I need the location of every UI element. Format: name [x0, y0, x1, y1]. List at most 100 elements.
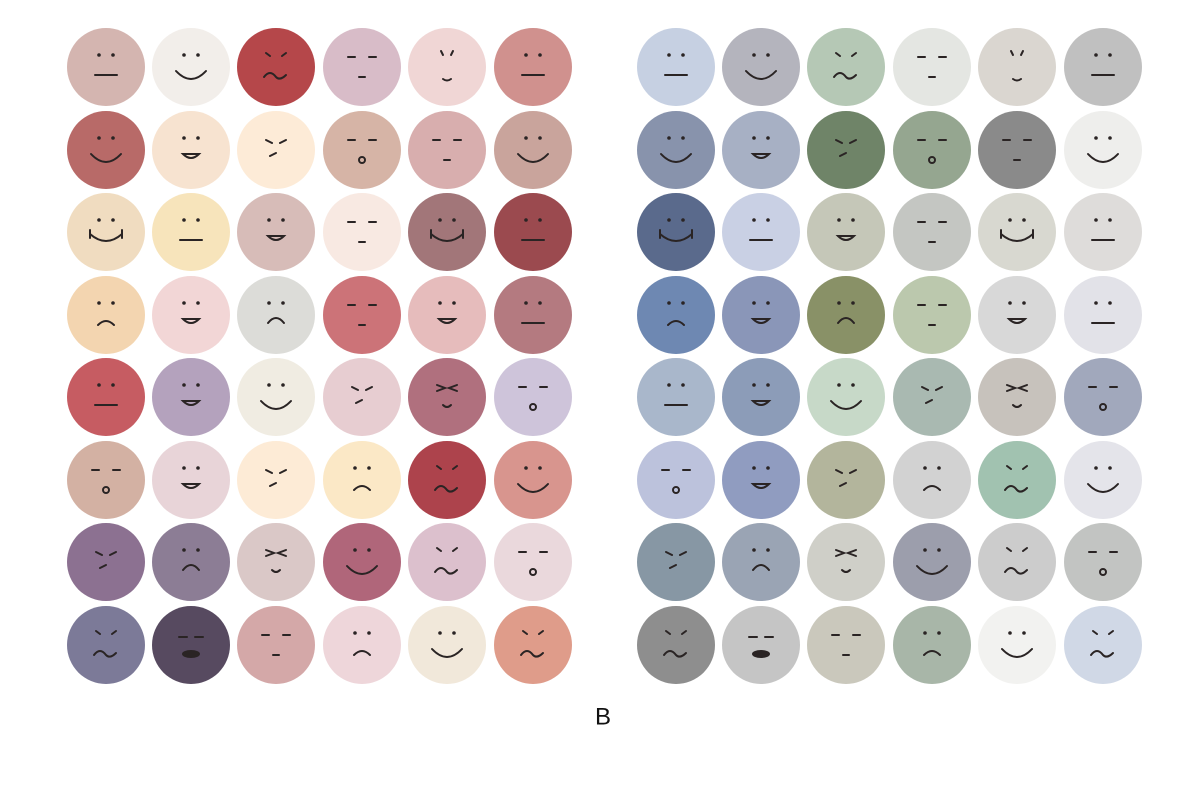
- face-circle: [494, 111, 572, 189]
- face-eye: [196, 136, 200, 140]
- face-circle: [323, 606, 401, 684]
- face-feature: [267, 317, 285, 324]
- face-feature: [659, 233, 693, 242]
- face-circle: [237, 358, 315, 436]
- face-circle: [408, 276, 486, 354]
- emoji-face: [152, 111, 230, 189]
- face-feature: [849, 469, 857, 474]
- face-circle: [323, 358, 401, 436]
- face-circle: [978, 358, 1056, 436]
- emoji-face: [807, 111, 885, 189]
- face-circle: [722, 523, 800, 601]
- face-feature: [265, 549, 277, 557]
- face-feature: [109, 551, 117, 556]
- face-circle: [237, 606, 315, 684]
- face-feature: [431, 648, 463, 658]
- face-feature: [260, 400, 292, 410]
- face-eye: [353, 548, 357, 552]
- face-feature: [1004, 567, 1028, 575]
- face-feature: [353, 485, 371, 491]
- emoji-face: [807, 276, 885, 354]
- face-feature: [355, 399, 363, 404]
- face-circle: [722, 276, 800, 354]
- emoji-face: [408, 111, 486, 189]
- face-eye: [1094, 466, 1098, 470]
- face-circle: [408, 111, 486, 189]
- emoji-face: [408, 523, 486, 601]
- emoji-face: [978, 28, 1056, 106]
- emoji-face: [237, 441, 315, 519]
- face-eye: [111, 136, 115, 140]
- face-circle: [722, 358, 800, 436]
- face-feature: [835, 139, 843, 144]
- face-circle: [722, 441, 800, 519]
- face-eye: [267, 301, 271, 305]
- face-circle: [323, 441, 401, 519]
- face-circle: [1064, 276, 1142, 354]
- face-eye: [681, 301, 685, 305]
- face-eye: [1094, 136, 1098, 140]
- face-feature: [835, 52, 841, 57]
- face-feature: [835, 469, 843, 474]
- face-eye: [1008, 218, 1012, 222]
- emoji-face: [408, 276, 486, 354]
- emoji-face: [408, 193, 486, 271]
- face-feature: [835, 549, 847, 557]
- face-circle: [807, 523, 885, 601]
- face-feature: [1006, 384, 1018, 392]
- face-eye: [851, 301, 855, 305]
- face-feature: [440, 50, 444, 56]
- face-circle: [494, 193, 572, 271]
- face-eye: [452, 218, 456, 222]
- face-eye: [353, 466, 357, 470]
- face-eye: [97, 53, 101, 57]
- face-feature: [365, 386, 373, 391]
- face-feature: [1006, 318, 1028, 324]
- face-eye: [1008, 301, 1012, 305]
- face-feature: [1022, 465, 1028, 470]
- face-eye: [196, 53, 200, 57]
- face-feature: [446, 384, 458, 392]
- face-feature: [93, 650, 117, 658]
- face-eye: [851, 383, 855, 387]
- face-feature: [1010, 50, 1014, 56]
- face-eye: [681, 218, 685, 222]
- face-circle: [807, 111, 885, 189]
- face-feature: [1004, 485, 1028, 493]
- emoji-face: [67, 523, 145, 601]
- face-feature: [434, 567, 458, 575]
- emoji-face: [1064, 606, 1142, 684]
- face-feature: [1000, 233, 1034, 242]
- face-circle: [237, 193, 315, 271]
- face-circle: [1064, 441, 1142, 519]
- face-circle: [637, 358, 715, 436]
- face-mouth: [928, 156, 936, 164]
- face-feature: [180, 318, 202, 324]
- face-feature: [660, 153, 692, 163]
- emoji-face: [893, 523, 971, 601]
- emoji-face: [152, 523, 230, 601]
- face-circle: [1064, 111, 1142, 189]
- face-mouth: [752, 650, 770, 658]
- face-circle: [807, 358, 885, 436]
- face-eye: [667, 301, 671, 305]
- face-circle: [807, 606, 885, 684]
- face-eye: [1108, 301, 1112, 305]
- face-feature: [97, 320, 115, 326]
- face-mouth: [102, 486, 110, 494]
- emoji-face: [722, 111, 800, 189]
- face-circle: [978, 276, 1056, 354]
- face-feature: [430, 233, 464, 242]
- face-feature: [265, 52, 271, 57]
- face-eye: [1094, 53, 1098, 57]
- face-feature: [663, 650, 687, 658]
- face-eye: [1022, 631, 1026, 635]
- emoji-face: [1064, 358, 1142, 436]
- face-eye: [766, 466, 770, 470]
- face-feature: [452, 547, 458, 552]
- face-feature: [90, 153, 122, 163]
- face-circle: [722, 193, 800, 271]
- face-feature: [935, 386, 943, 391]
- face-circle: [67, 441, 145, 519]
- face-circle: [323, 111, 401, 189]
